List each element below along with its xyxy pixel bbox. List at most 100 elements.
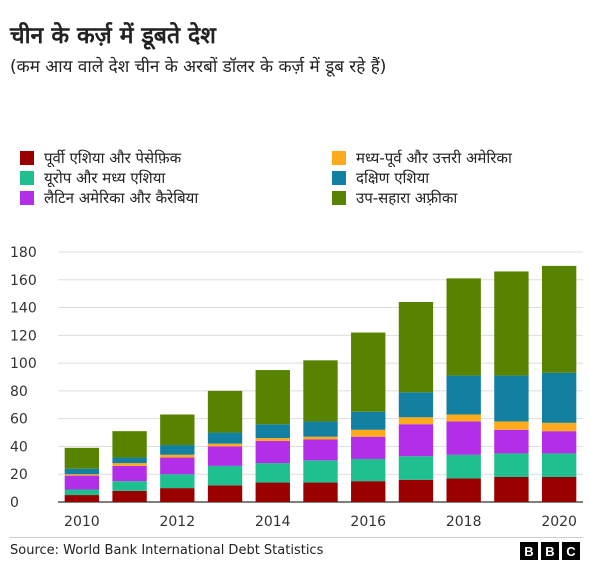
bar-segment [398, 302, 434, 393]
source-note: Source: World Bank International Debt St… [10, 543, 324, 558]
y-tick-label: 100 [10, 356, 37, 372]
y-tick-label: 160 [10, 273, 37, 289]
x-tick-label: 2012 [159, 514, 195, 530]
bar-segment [446, 421, 481, 455]
bar-segment [303, 421, 338, 437]
legend-swatch [20, 171, 34, 185]
bar-segment [541, 431, 577, 454]
legend-label: लैटिन अमेरिका और कैरेबिया [44, 189, 199, 207]
bar-segment [64, 495, 100, 502]
chart-subtitle: (कम आय वाले देश चीन के अरबों डॉलर के कर्… [10, 57, 387, 77]
logo-letter: B [541, 542, 559, 560]
bar-segment [494, 429, 529, 454]
x-tick-label: 2010 [64, 514, 100, 530]
legend-swatch [20, 151, 34, 165]
y-tick-label: 20 [10, 467, 28, 483]
bar-segment [255, 438, 290, 441]
legend-item-latin-america-caribbean: लैटिन अमेरिका और कैरेबिया [20, 188, 198, 208]
bar-segment [351, 411, 386, 430]
bar-segment [207, 446, 243, 466]
legend-item-middle-east-north-africa: मध्य-पूर्व और उत्तरी अमेरिका [332, 148, 512, 168]
bar-segment [494, 477, 529, 502]
x-axis-ticks: 2010 2012 2014 2016 2018 2020 [64, 514, 577, 530]
x-tick-label: 2018 [446, 514, 482, 530]
bar-segment [112, 431, 147, 458]
legend-item-europe-central-asia: यूरोप और मध्य एशिया [20, 168, 165, 188]
bar-segment [351, 481, 386, 502]
legend-swatch [332, 151, 346, 165]
bar-segment [398, 417, 434, 425]
bar-segment [446, 278, 481, 376]
bar-segment [446, 375, 481, 415]
bar-segment [160, 445, 195, 455]
bar-segment [541, 422, 577, 432]
legend: पूर्वी एशिया और पेसेफ़िक यूरोप और मध्य ए… [0, 0, 590, 230]
bar-segment [64, 489, 100, 496]
bar-segment [446, 454, 481, 479]
bar-segment [494, 271, 529, 376]
bar-segment [541, 477, 577, 502]
bar-segment [303, 482, 338, 502]
legend-swatch [20, 191, 34, 205]
legend-swatch [332, 191, 346, 205]
legend-label: उप-सहारा अफ़्रीका [356, 189, 458, 207]
bar-segment [303, 439, 338, 461]
bar-segment [64, 474, 100, 476]
bar-segment [64, 447, 100, 469]
legend-label: पूर्वी एशिया और पेसेफ़िक [44, 149, 182, 167]
bar-segment [398, 392, 434, 418]
bar-segment [446, 414, 481, 422]
bar-segment [351, 332, 386, 412]
bar-segment [207, 465, 243, 486]
x-tick-label: 2016 [350, 514, 386, 530]
bar-segment [112, 463, 147, 466]
bar-segment [64, 468, 100, 475]
bar-segment [541, 372, 577, 423]
bar-segment [160, 488, 195, 502]
bar-segment [112, 490, 147, 502]
bar-segment [112, 481, 147, 491]
legend-swatch [332, 171, 346, 185]
bar-segment [255, 482, 290, 502]
bar-segment [64, 475, 100, 490]
bar-segment [255, 463, 290, 483]
y-tick-label: 60 [10, 412, 28, 428]
y-tick-label: 0 [10, 495, 19, 511]
bar-segment [303, 436, 338, 440]
footer-divider [10, 537, 583, 538]
legend-label: दक्षिण एशिया [356, 169, 430, 187]
legend-label: यूरोप और मध्य एशिया [44, 169, 166, 187]
bar-segment [207, 390, 243, 433]
bar-segment [112, 465, 147, 482]
bar-segment [351, 429, 386, 437]
bar-segment [207, 485, 243, 502]
x-tick-label: 2020 [541, 514, 577, 530]
y-tick-label: 40 [10, 439, 28, 455]
bar-segment [398, 424, 434, 457]
legend-label: मध्य-पूर्व और उत्तरी अमेरिका [356, 149, 512, 167]
x-tick-label: 2014 [255, 514, 291, 530]
y-tick-label: 140 [10, 301, 37, 317]
legend-item-south-asia: दक्षिण एशिया [332, 168, 429, 188]
y-tick-label: 180 [10, 245, 37, 261]
bar-segment [351, 436, 386, 459]
logo-letter: B [520, 542, 538, 560]
bar-segment [351, 458, 386, 482]
bar-segment [494, 375, 529, 422]
y-tick-label: 120 [10, 328, 37, 344]
bar-segment [398, 456, 434, 480]
bar-segment [160, 474, 195, 489]
bar-segment [255, 440, 290, 464]
chart-title: चीन के कर्ज़ में डूबते देश [10, 23, 216, 49]
bar-segment [398, 479, 434, 502]
bar-segment [160, 414, 195, 446]
bar-segment [494, 453, 529, 477]
bar-segment [255, 424, 290, 439]
bar-segment [160, 454, 195, 458]
bar-segment [541, 265, 577, 373]
bar-segment [160, 457, 195, 475]
bar-segment [255, 370, 290, 425]
bar-segment [303, 460, 338, 483]
y-tick-label: 80 [10, 384, 28, 400]
